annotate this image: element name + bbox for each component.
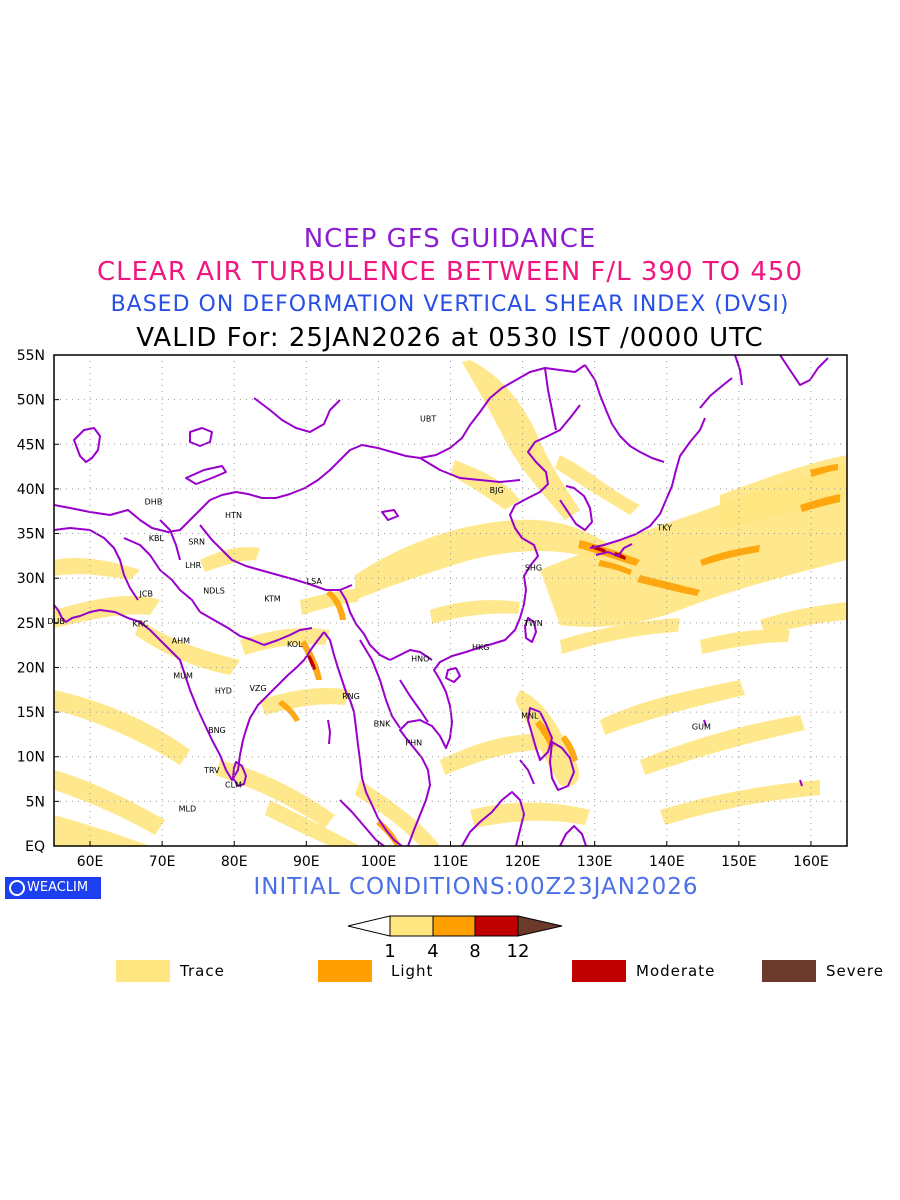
legend-swatch-severe — [762, 960, 816, 982]
station-label: LSA — [307, 577, 323, 586]
colorbar-upper-arrow — [517, 915, 563, 937]
station-label: HNO — [411, 655, 429, 664]
lon-tick-label: 110E — [433, 854, 469, 870]
station-label: PHN — [405, 738, 422, 747]
legend-swatch-trace — [116, 960, 170, 982]
lon-tick-label: 70E — [149, 854, 176, 870]
station-label: MUM — [173, 671, 193, 680]
lon-tick-label: 60E — [77, 854, 104, 870]
lat-tick-label: 25N — [17, 616, 45, 632]
lat-tick-label: 55N — [17, 348, 45, 364]
lon-tick-label: 80E — [221, 854, 248, 870]
legend-swatch-moderate — [572, 960, 626, 982]
legend-label-light: Light — [391, 962, 434, 980]
lat-tick-label: 50N — [17, 393, 45, 409]
colorbar-tick: 4 — [427, 941, 438, 960]
colorbar-tick: 1 — [384, 941, 395, 960]
lat-tick-label: 40N — [17, 482, 45, 498]
station-label: TKY — [656, 523, 672, 532]
station-label: HKG — [472, 643, 489, 652]
station-label: TWN — [523, 619, 543, 628]
lat-tick-label: 20N — [17, 660, 45, 676]
lat-tick-label: 5N — [26, 794, 45, 810]
station-label: KOL — [287, 640, 303, 649]
station-label: UBT — [420, 414, 436, 423]
legend-swatch-light — [318, 960, 372, 982]
station-label: DUB — [47, 617, 65, 626]
latitude-labels: 55N 50N 45N 40N 35N 30N 25N 20N 15N 10N 5N EQ — [17, 348, 59, 855]
lat-tick-label: 30N — [17, 571, 45, 587]
initial-conditions: INITIAL CONDITIONS:00Z23JAN2026 — [253, 874, 699, 900]
lon-tick-label: 130E — [577, 854, 613, 870]
station-label: MNL — [521, 712, 539, 721]
station-label: AHM — [172, 637, 190, 646]
station-label: BNG — [208, 726, 226, 735]
colorbar-trace-segment — [389, 915, 434, 937]
weaclim-logo: WEACLIM — [5, 877, 101, 899]
map-grid — [54, 355, 847, 846]
colorbar-moderate-segment — [474, 915, 519, 937]
color-bar: 1 4 8 12 — [347, 915, 563, 960]
station-label: MLD — [179, 805, 197, 814]
station-label: HTN — [225, 511, 242, 520]
station-labels: UBT BJG TKY SHG TWN HKG HNO RNG BNK PHN MNL GUM LSA K… — [47, 414, 711, 813]
station-label: BJG — [490, 486, 504, 495]
lon-tick-label: 140E — [649, 854, 685, 870]
station-label: VZG — [249, 684, 266, 693]
coastlines-and-borders — [54, 355, 829, 846]
title-line-3: BASED ON DEFORMATION VERTICAL SHEAR INDE… — [110, 292, 790, 317]
station-label: CLM — [225, 780, 242, 789]
station-label: SHG — [525, 563, 542, 572]
station-label: KRC — [133, 620, 149, 629]
lon-tick-label: 120E — [505, 854, 541, 870]
colorbar-light-segment — [432, 915, 476, 937]
station-label: DHB — [145, 497, 163, 506]
colorbar-lower-arrow — [347, 915, 391, 937]
copyright-icon — [9, 880, 25, 896]
station-label: JCB — [139, 589, 153, 598]
title-line-1: NCEP GFS GUIDANCE — [303, 224, 597, 254]
station-label: SRN — [188, 538, 205, 547]
lat-tick-label: 10N — [17, 750, 45, 766]
station-label: TRV — [203, 766, 220, 775]
lat-tick-label: EQ — [25, 839, 45, 855]
legend-label-trace: Trace — [180, 962, 225, 980]
station-label: LHR — [185, 561, 201, 570]
longitude-labels: 60E 70E 80E 90E 100E 110E 120E 130E 140E 150E 160E — [77, 841, 829, 870]
legend-label-moderate: Moderate — [636, 962, 716, 980]
turbulence-areas — [54, 360, 847, 846]
lon-tick-label: 150E — [721, 854, 757, 870]
valid-time: VALID For: 25JAN2026 at 0530 IST /0000 U… — [136, 323, 764, 353]
lat-tick-label: 45N — [17, 437, 45, 453]
station-label: KBL — [149, 534, 165, 543]
lat-tick-label: 15N — [17, 705, 45, 721]
title-line-2: CLEAR AIR TURBULENCE BETWEEN F/L 390 TO … — [96, 257, 804, 287]
lon-tick-label: 160E — [793, 854, 829, 870]
station-label: KTM — [264, 595, 281, 604]
logo-text: WEACLIM — [27, 880, 89, 895]
colorbar-tick: 8 — [469, 941, 480, 960]
station-label: GUM — [692, 722, 711, 731]
station-label: RNG — [342, 692, 360, 701]
colorbar-tick: 12 — [507, 941, 530, 960]
legend-label-severe: Severe — [826, 962, 884, 980]
turbulence-map: UBT BJG TKY SHG TWN HKG HNO RNG BNK PHN MNL GUM LSA K… — [17, 348, 848, 870]
lon-tick-label: 100E — [361, 854, 397, 870]
station-label: HYD — [215, 687, 232, 696]
lon-tick-label: 90E — [293, 854, 320, 870]
station-label: BNK — [374, 720, 391, 729]
lat-tick-label: 35N — [17, 527, 45, 543]
station-label: NDLS — [203, 587, 225, 596]
